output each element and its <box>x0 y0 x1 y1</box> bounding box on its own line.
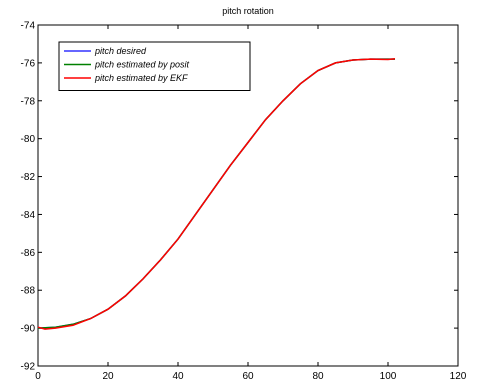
y-tick-label: -74 <box>21 21 36 32</box>
x-tick-label: 120 <box>450 371 467 382</box>
legend-label: pitch estimated by posit <box>94 60 190 70</box>
legend-box <box>58 41 251 91</box>
y-tick-label: -80 <box>21 134 36 145</box>
series-line-3 <box>37 57 396 330</box>
y-tick-label: -82 <box>21 172 36 183</box>
y-tick-label: -78 <box>21 96 36 107</box>
y-tick-label: -86 <box>21 248 36 259</box>
y-tick-label: -84 <box>21 210 36 221</box>
series-lines <box>37 57 396 330</box>
legend-label: pitch estimated by EKF <box>94 73 188 83</box>
legend-label: pitch desired <box>94 46 147 56</box>
y-tick-label: -90 <box>21 324 36 335</box>
y-tick-label: -92 <box>21 362 36 373</box>
x-tick-label: 100 <box>380 371 397 382</box>
x-tick-label: 80 <box>312 371 324 382</box>
axis-ticks: 0 20 40 60 80 100 120 -74 -76 -78 -80 -82 -84 -86 -88 -… <box>21 21 467 383</box>
x-tick-label: 40 <box>172 371 184 382</box>
legend: pitch desired pitch estimated by posit pit… <box>58 41 251 91</box>
x-tick-label: 20 <box>102 371 114 382</box>
x-tick-label: 0 <box>35 371 41 382</box>
y-tick-label: -88 <box>21 286 36 297</box>
x-tick-label: 60 <box>242 371 254 382</box>
chart-title: pitch rotation <box>222 6 274 16</box>
y-tick-label: -76 <box>21 58 36 69</box>
